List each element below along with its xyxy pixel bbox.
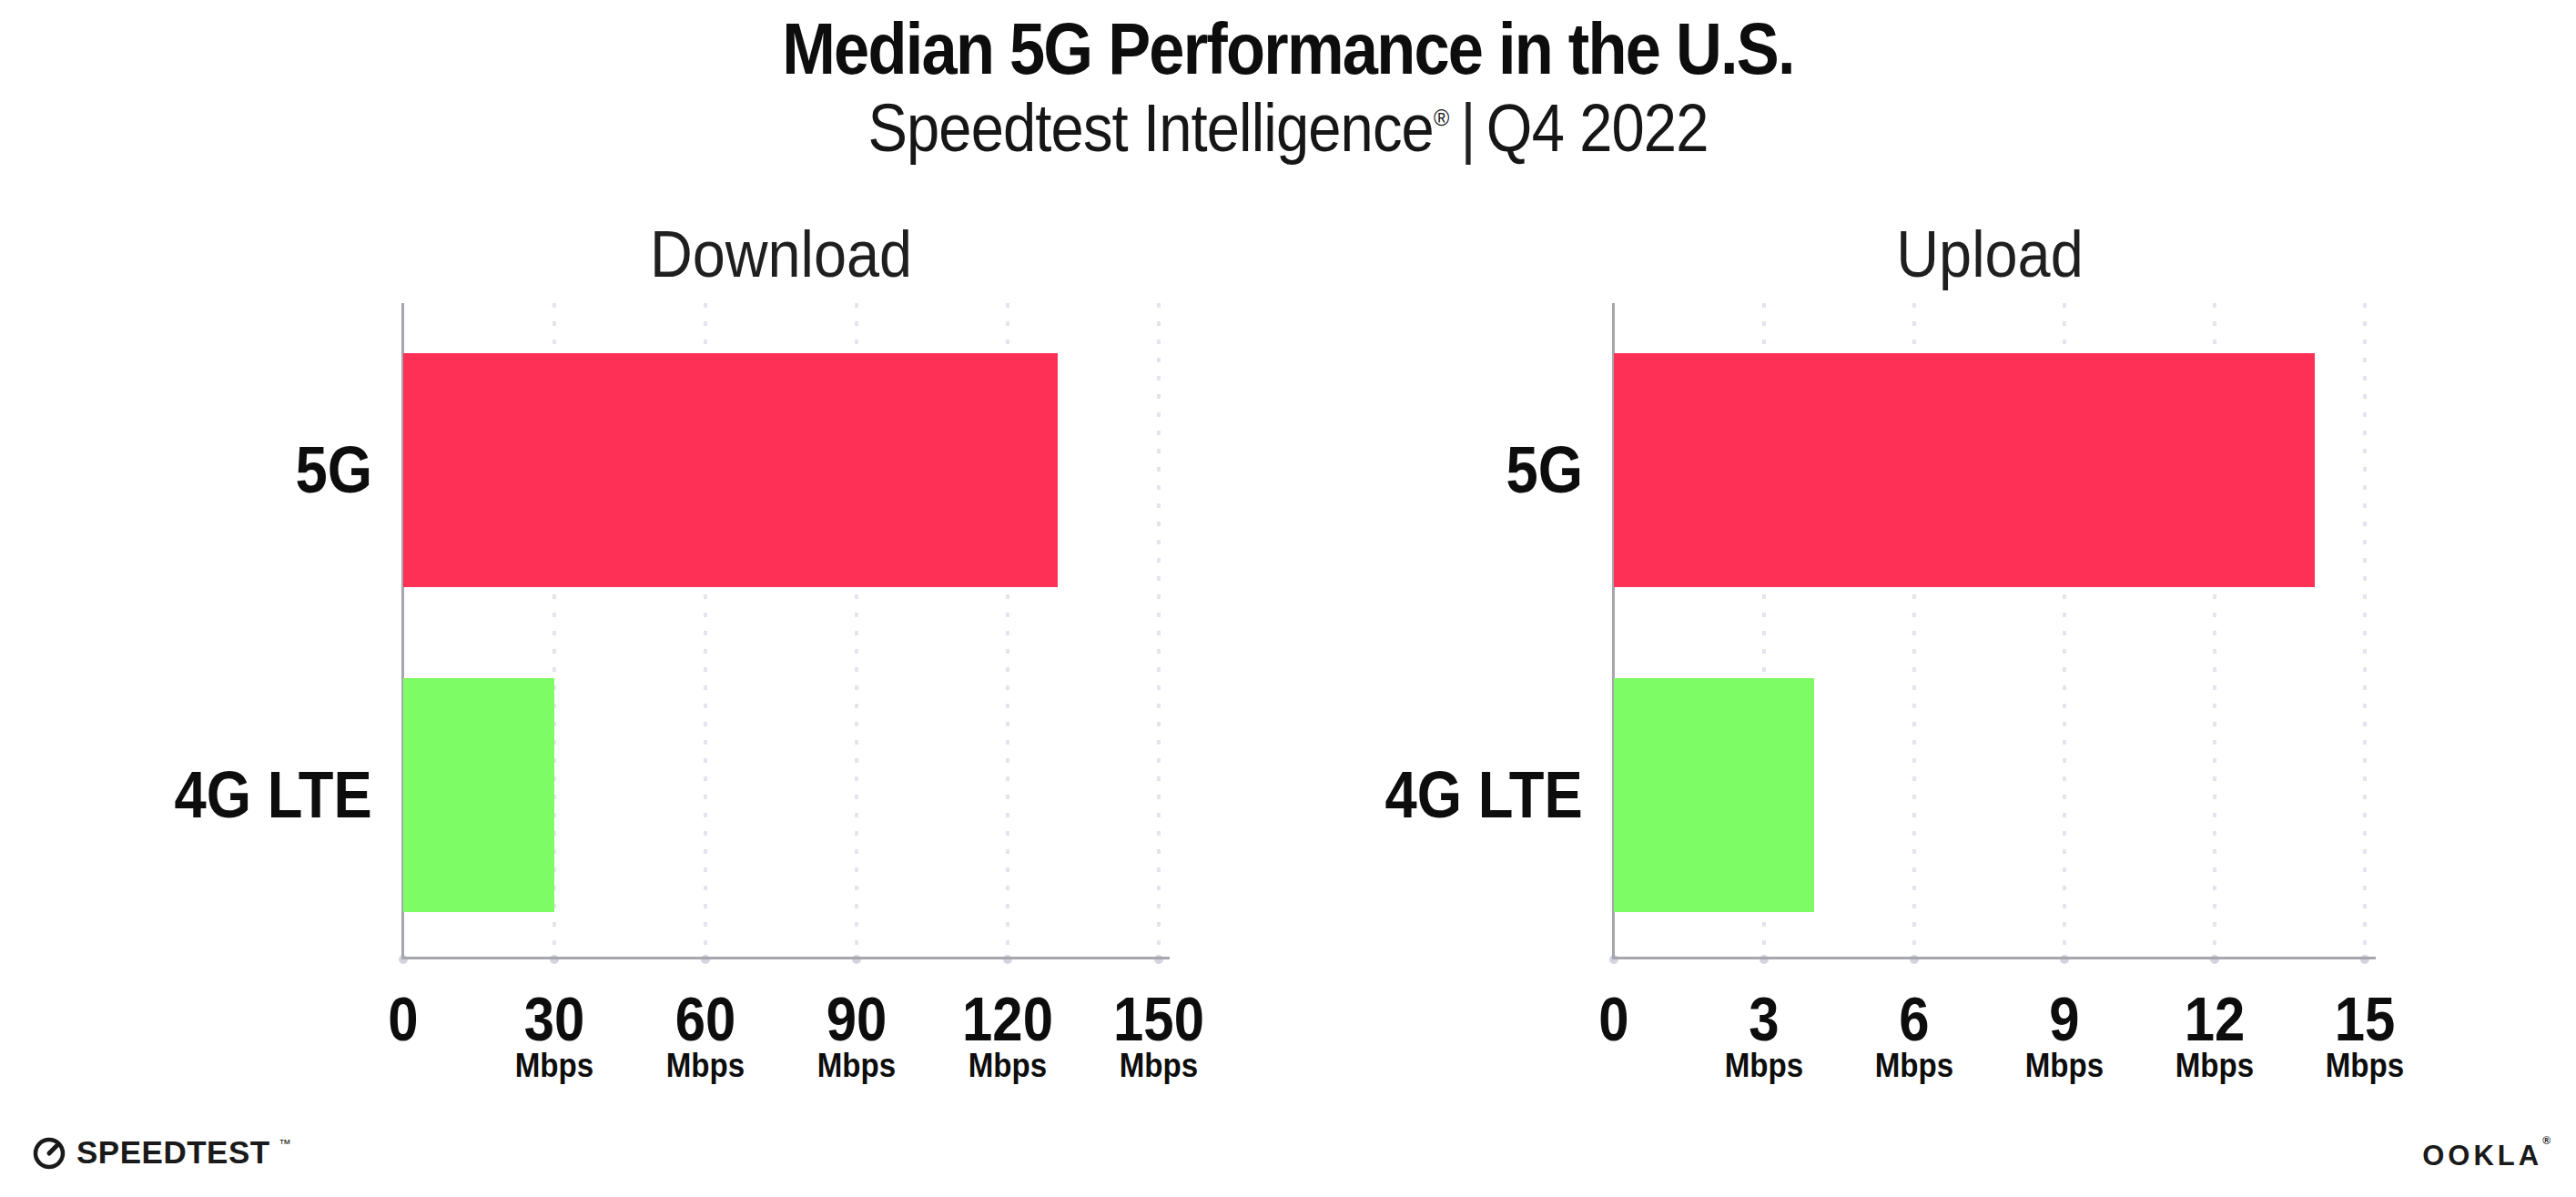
page-title: Median 5G Performance in the U.S. [782, 7, 1794, 91]
download-x-tick-unit-90: Mbps [817, 1047, 896, 1085]
upload-x-tick-unit-12: Mbps [2175, 1047, 2254, 1085]
upload-x-tick-label-3: 3 [1749, 983, 1779, 1054]
ookla-registered-mark: ® [2542, 1134, 2551, 1147]
download-x-tick-unit-120: Mbps [969, 1047, 1047, 1085]
upload-x-tick-label-12: 12 [2185, 983, 2246, 1054]
registered-trademark-mark: ® [1434, 104, 1449, 131]
upload-bar-5g [1614, 353, 2315, 587]
download-category-label-4g-lte: 4G LTE [175, 757, 372, 832]
download-x-tick-unit-60: Mbps [666, 1047, 745, 1085]
upload-x-axis-spine [1612, 957, 2376, 959]
download-x-tick-label-60: 60 [675, 983, 736, 1054]
subtitle: Speedtest Intelligence® |Q4 2022 [867, 89, 1708, 167]
upload-x-tick-unit-9: Mbps [2025, 1047, 2104, 1085]
download-x-tick-label-0: 0 [388, 983, 418, 1054]
upload-gridline-15 [2363, 303, 2367, 959]
upload-x-tick-label-0: 0 [1598, 983, 1628, 1054]
download-x-axis-spine [401, 957, 1170, 959]
upload-x-tick-unit-15: Mbps [2326, 1047, 2404, 1085]
speedtest-logo: SPEEDTEST ™ [31, 1134, 291, 1171]
upload-x-tick-unit-6: Mbps [1875, 1047, 1953, 1085]
download-bar-4g-lte [403, 678, 554, 912]
upload-x-tick-label-15: 15 [2335, 983, 2396, 1054]
download-x-tick-label-150: 150 [1113, 983, 1204, 1054]
infographic: Median 5G Performance in the U.S. Speedt… [0, 0, 2576, 1197]
download-bar-5g [403, 353, 1058, 587]
upload-bar-4g-lte [1614, 678, 1814, 912]
download-x-tick-unit-150: Mbps [1120, 1047, 1198, 1085]
download-x-tick-label-30: 30 [524, 983, 585, 1054]
download-gridline-150 [1157, 303, 1161, 959]
ookla-wordmark: OOKLA [2422, 1140, 2542, 1172]
download-x-tick-label-120: 120 [962, 983, 1053, 1054]
upload-chart-title: Upload [1896, 217, 2083, 291]
download-x-tick-label-90: 90 [827, 983, 887, 1054]
download-category-label-5g: 5G [295, 432, 372, 507]
download-x-tick-unit-30: Mbps [515, 1047, 593, 1085]
speedtest-wordmark: SPEEDTEST [76, 1134, 270, 1171]
subtitle-divider: | [1460, 90, 1475, 166]
upload-category-label-5g: 5G [1506, 432, 1583, 507]
ookla-logo: OOKLA® [2422, 1140, 2551, 1172]
speedtest-gauge-icon [31, 1134, 67, 1171]
upload-x-tick-label-9: 9 [2049, 983, 2079, 1054]
speedtest-trademark-mark: ™ [279, 1137, 291, 1151]
subtitle-quarter: Q4 2022 [1486, 90, 1709, 166]
subtitle-product: Speedtest Intelligence [867, 90, 1433, 166]
upload-x-tick-unit-3: Mbps [1725, 1047, 1803, 1085]
upload-x-tick-label-6: 6 [1899, 983, 1929, 1054]
download-chart-title: Download [650, 217, 912, 291]
upload-category-label-4g-lte: 4G LTE [1385, 757, 1583, 832]
